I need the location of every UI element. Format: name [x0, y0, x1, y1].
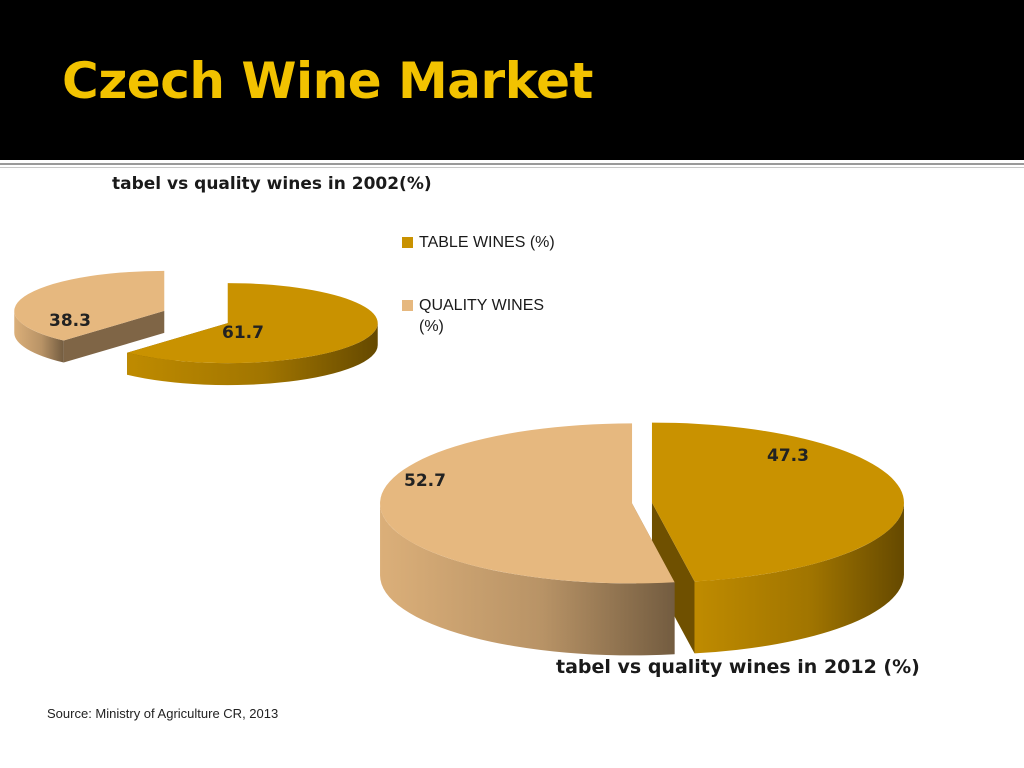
data-label-2012-0: 47.3 [767, 446, 809, 466]
pie-slice-2002-0 [127, 283, 378, 386]
data-label-2002-0: 61.7 [222, 323, 264, 343]
data-label-2002-1: 38.3 [49, 311, 91, 331]
title-bar: Czech Wine Market [0, 0, 1024, 160]
source-note: Source: Ministry of Agriculture CR, 2013 [47, 706, 279, 721]
pie-slice-2002-1 [14, 270, 165, 363]
slide-title: Czech Wine Market [62, 52, 593, 110]
header-divider-thin [0, 167, 1024, 168]
legend-label: QUALITY WINES (%) [419, 297, 545, 335]
legend: TABLE WINES (%) QUALITY WINES (%) [402, 232, 602, 337]
legend-swatch-table-wines [402, 237, 413, 248]
data-label-2012-1: 52.7 [404, 471, 446, 491]
pie-slice-2012-0 [651, 422, 904, 654]
chart-title-2012: tabel vs quality wines in 2012 (%) [556, 656, 920, 678]
legend-swatch-quality-wines [402, 300, 413, 311]
pie-slice-2012-1 [380, 423, 675, 656]
chart-title-2002: tabel vs quality wines in 2002(%) [112, 174, 432, 194]
legend-item-quality-wines: QUALITY WINES (%) [402, 295, 602, 337]
header-divider [0, 163, 1024, 165]
legend-item-table-wines: TABLE WINES (%) [402, 232, 602, 253]
legend-label: TABLE WINES (%) [419, 234, 555, 251]
